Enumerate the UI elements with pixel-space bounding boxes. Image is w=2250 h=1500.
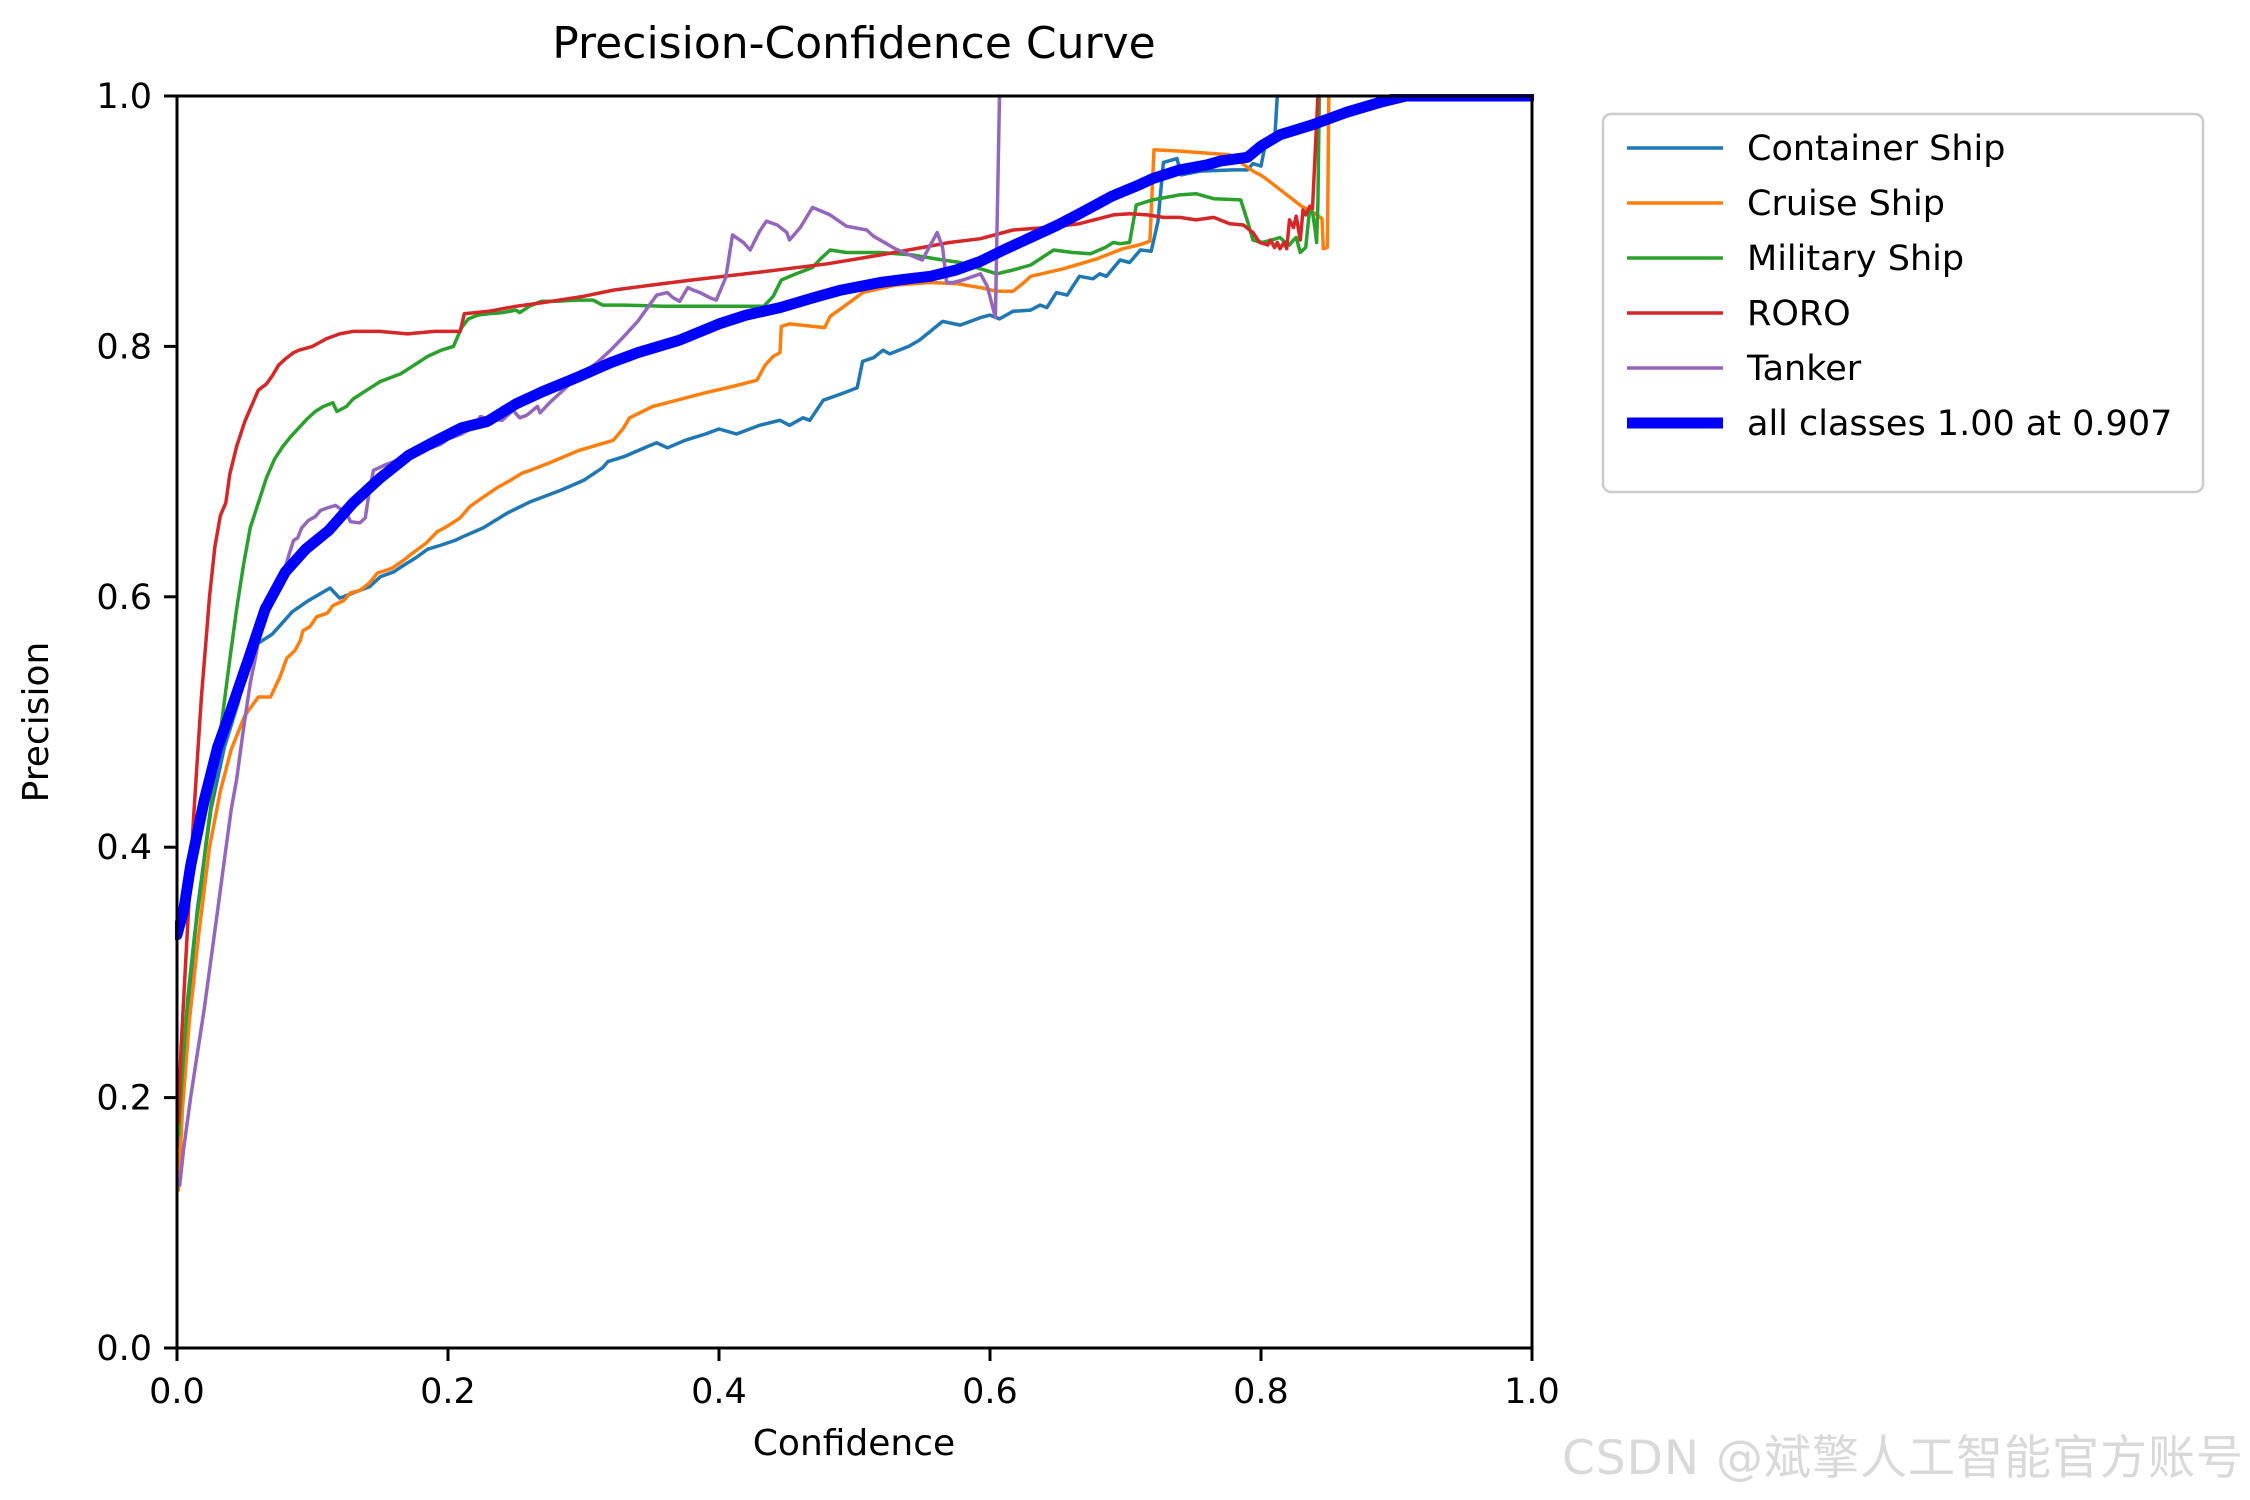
plot-series-layer: [175, 94, 1534, 1192]
legend-item: Container Ship: [1627, 129, 2006, 169]
y-tick-label: 0.0: [96, 1329, 152, 1369]
legend-item-label: all classes 1.00 at 0.907: [1747, 404, 2172, 444]
legend-item: Cruise Ship: [1627, 184, 1945, 224]
ticks-layer: 0.0 0.2 0.4 0.6 0.8 1.0 0.0 0.2 0.4 0.6 0.8 1.0: [96, 77, 1560, 1412]
legend-item: Tanker: [1627, 349, 1862, 389]
legend-item-label: Tanker: [1746, 349, 1862, 389]
x-axis-label: Confidence: [753, 1423, 955, 1464]
x-tick-label: 0.8: [1233, 1372, 1289, 1412]
x-tick-label: 1.0: [1504, 1372, 1560, 1412]
x-tick-label: 0.4: [691, 1372, 747, 1412]
x-tick-label: 0.0: [149, 1372, 205, 1412]
series-line-cruise-ship: [176, 94, 1331, 1192]
legend-item-label: Military Ship: [1747, 239, 1964, 279]
x-tick-label: 0.2: [420, 1372, 476, 1412]
legend-item: Military Ship: [1627, 239, 1964, 279]
legend: Container Ship Cruise Ship Military Ship RO…: [1601, 112, 2205, 494]
legend-item: all classes 1.00 at 0.907: [1627, 404, 2172, 444]
csdn-watermark: CSDN @斌擎人工智能官方账号: [1562, 1431, 2244, 1486]
legend-item-label: RORO: [1747, 294, 1851, 334]
plot-frame: [175, 94, 1534, 1350]
series-line-tanker: [177, 94, 1002, 1187]
y-tick-label: 0.4: [96, 828, 152, 868]
y-tick-label: 0.6: [96, 578, 152, 618]
legend-frame: [1601, 112, 2205, 494]
y-tick-label: 0.2: [96, 1079, 152, 1119]
legend-item-label: Container Ship: [1747, 129, 2006, 169]
y-axis-label: Precision: [16, 642, 57, 803]
series-line-container-ship: [177, 94, 1280, 1150]
series-line-military-ship: [176, 94, 1322, 1137]
chart-title: Precision-Confidence Curve: [552, 18, 1155, 69]
series-line-roro: [176, 94, 1320, 1125]
series-line-all-classes-1-00-at-0-907: [175, 94, 1534, 941]
x-tick-label: 0.6: [962, 1372, 1018, 1412]
y-tick-label: 0.8: [96, 327, 152, 367]
y-tick-label: 1.0: [96, 77, 152, 117]
legend-item-label: Cruise Ship: [1747, 184, 1945, 224]
legend-item: RORO: [1627, 294, 1851, 334]
